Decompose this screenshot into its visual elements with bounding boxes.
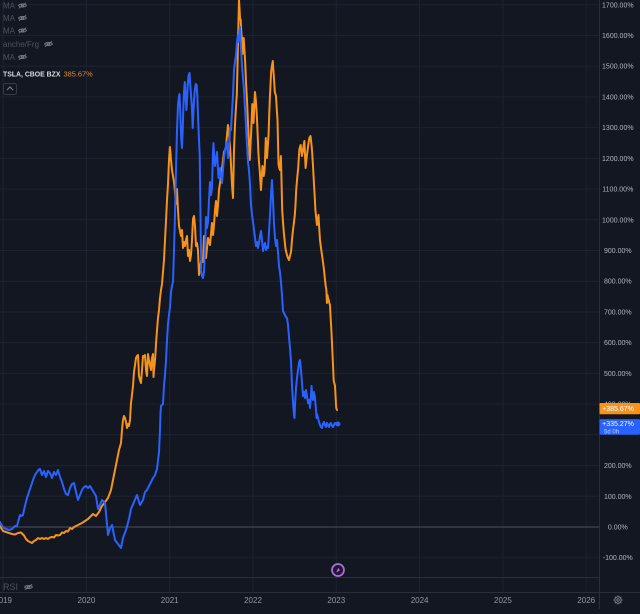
svg-text:+385.67%: +385.67% bbox=[602, 406, 634, 413]
svg-text:600.00%: 600.00% bbox=[604, 340, 632, 347]
svg-text:100.00%: 100.00% bbox=[604, 494, 632, 501]
svg-text:1100.00%: 1100.00% bbox=[602, 187, 633, 194]
svg-text:anche/Frg: anche/Frg bbox=[3, 40, 39, 49]
svg-text:TSLA, CBOE BZX: TSLA, CBOE BZX bbox=[3, 72, 61, 79]
svg-text:1000.00%: 1000.00% bbox=[602, 217, 634, 224]
svg-text:2022: 2022 bbox=[244, 596, 262, 605]
svg-text:200.00%: 200.00% bbox=[604, 463, 632, 470]
svg-text:MA: MA bbox=[3, 1, 16, 10]
svg-text:1200.00%: 1200.00% bbox=[602, 156, 634, 163]
svg-text:2019: 2019 bbox=[0, 596, 13, 605]
svg-text:1400.00%: 1400.00% bbox=[602, 94, 634, 101]
svg-text:385.67%: 385.67% bbox=[64, 70, 94, 79]
svg-text:1600.00%: 1600.00% bbox=[602, 33, 634, 40]
svg-text:MA: MA bbox=[3, 26, 16, 35]
svg-text:+335.27%: +335.27% bbox=[602, 421, 634, 428]
svg-text:1500.00%: 1500.00% bbox=[602, 64, 634, 71]
svg-text:900.00%: 900.00% bbox=[604, 248, 632, 255]
svg-text:2024: 2024 bbox=[411, 596, 429, 605]
svg-text:1300.00%: 1300.00% bbox=[602, 125, 634, 132]
svg-text:2020: 2020 bbox=[78, 596, 96, 605]
svg-text:0.00%: 0.00% bbox=[608, 525, 628, 532]
svg-text:2021: 2021 bbox=[161, 596, 179, 605]
svg-text:2025: 2025 bbox=[494, 596, 512, 605]
svg-text:2026: 2026 bbox=[577, 596, 595, 605]
svg-text:2023: 2023 bbox=[327, 596, 345, 605]
svg-text:700.00%: 700.00% bbox=[604, 310, 632, 317]
svg-text:800.00%: 800.00% bbox=[604, 279, 632, 286]
svg-text:MA: MA bbox=[3, 53, 16, 62]
svg-text:500.00%: 500.00% bbox=[604, 371, 632, 378]
svg-text:1700.00%: 1700.00% bbox=[602, 2, 634, 9]
svg-text:5d 0h: 5d 0h bbox=[604, 430, 619, 436]
svg-text:RSI: RSI bbox=[3, 582, 18, 592]
svg-text:MA: MA bbox=[3, 14, 16, 23]
svg-text:-100.00%: -100.00% bbox=[603, 555, 633, 562]
